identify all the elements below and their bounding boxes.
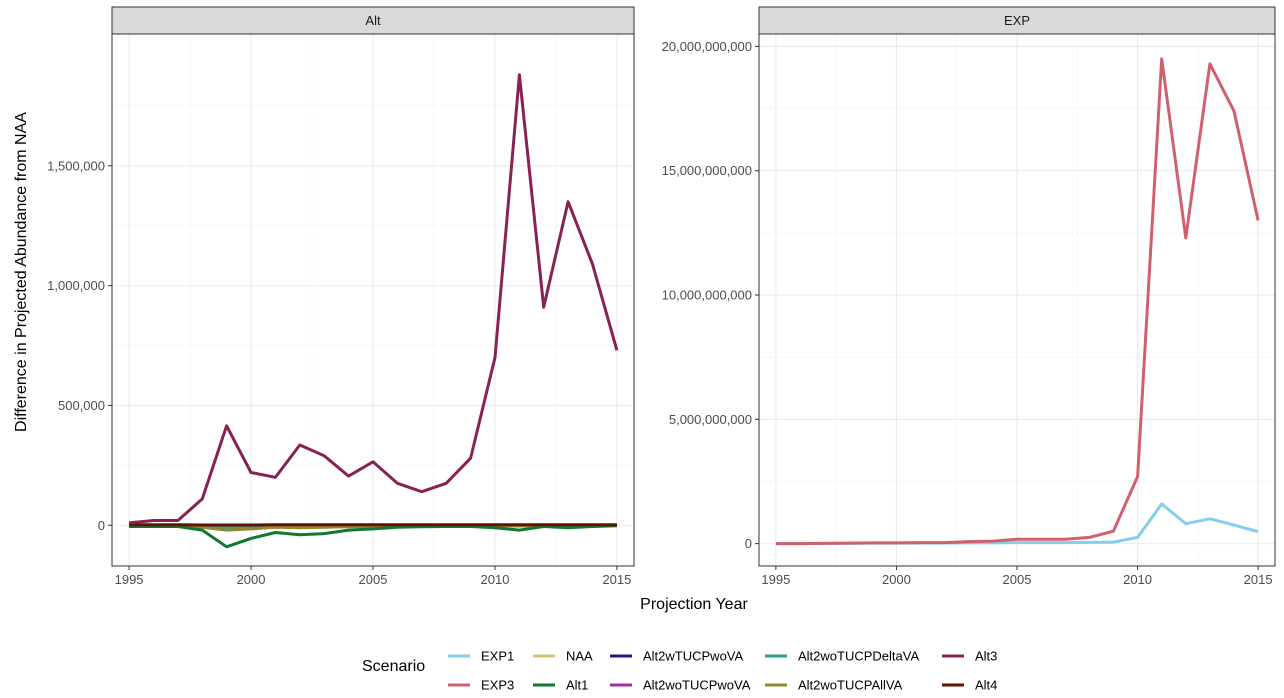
y-tick-label: 0: [98, 518, 105, 533]
panel-alt: Alt 1995 2000 2005 2010 2015 0 500,000 1,000,000…: [47, 6, 635, 587]
y-tick-label: 5,000,000,000: [669, 412, 752, 427]
x-axis-title: Projection Year: [640, 596, 748, 613]
legend-label: EXP3: [481, 678, 514, 693]
series-line-exp3: [775, 57, 1260, 546]
x-tick-label: 2010: [481, 572, 510, 587]
legend-title: Scenario: [362, 658, 425, 675]
x-tick-label: 2005: [1003, 572, 1032, 587]
y-tick-label: 20,000,000,000: [662, 39, 752, 54]
legend-item-exp3: EXP3: [448, 678, 514, 693]
legend-item-alt3: Alt3: [942, 649, 997, 664]
panel-strip-label: Alt: [365, 13, 381, 28]
legend-item-alt2wotucpallva: Alt2woTUCPAllVA: [765, 678, 903, 693]
gridlines: [759, 34, 1275, 566]
panel-strip: [111, 6, 635, 35]
series-line-alt3: [128, 73, 619, 525]
x-tick-label: 2015: [602, 572, 631, 587]
legend-item-alt2wotucpdeltava: Alt2woTUCPDeltaVA: [765, 649, 919, 664]
legend: EXP1 EXP3 NAA Alt1 Alt2wTUCPwoVA Alt2woTUCPwo…: [448, 649, 997, 693]
legend-label: Alt2woTUCPAllVA: [798, 678, 903, 693]
x-tick-label: 1995: [115, 572, 144, 587]
y-axis-title: Difference in Projected Abundance from N…: [13, 112, 30, 432]
x-tick-label: 2000: [237, 572, 266, 587]
y-tick-label: 0: [745, 536, 752, 551]
panel-exp: EXP 1995 2000 2005 2010 2015 0 5,000,000,000 10,…: [662, 6, 1276, 587]
legend-item-exp1: EXP1: [448, 649, 514, 664]
legend-label: NAA: [566, 649, 593, 664]
gridlines: [112, 34, 634, 566]
x-tick-label: 2005: [359, 572, 388, 587]
legend-label: Alt4: [975, 678, 997, 693]
x-tick-label: 2010: [1123, 572, 1152, 587]
series-line-alt1: [129, 524, 617, 549]
legend-label: Alt2wTUCPwoVA: [643, 649, 744, 664]
legend-item-alt2wotucpwova: Alt2woTUCPwoVA: [610, 678, 751, 693]
y-tick-label: 1,500,000: [47, 158, 105, 173]
legend-item-alt4: Alt4: [942, 678, 997, 693]
legend-label: Alt2woTUCPDeltaVA: [798, 649, 919, 664]
y-tick-label: 1,000,000: [47, 278, 105, 293]
legend-label: EXP1: [481, 649, 514, 664]
x-tick-label: 2000: [882, 572, 911, 587]
x-tick-label: 2015: [1244, 572, 1273, 587]
legend-item-alt2wtucpwova: Alt2wTUCPwoVA: [610, 649, 744, 664]
y-tick-label: 500,000: [58, 398, 105, 413]
axis-ticks: 1995 2000 2005 2010 2015 0 500,000 1,000,000 1,5…: [47, 158, 631, 587]
legend-item-alt1: Alt1: [533, 678, 588, 693]
series-lines: [128, 73, 619, 549]
y-tick-label: 10,000,000,000: [662, 288, 752, 303]
panel-strip: [758, 6, 1276, 35]
legend-label: Alt2woTUCPwoVA: [643, 678, 751, 693]
y-tick-label: 15,000,000,000: [662, 163, 752, 178]
legend-label: Alt3: [975, 649, 997, 664]
panel-strip-label: EXP: [1004, 13, 1030, 28]
x-tick-label: 1995: [761, 572, 790, 587]
legend-item-naa: NAA: [533, 649, 593, 664]
axis-ticks: 1995 2000 2005 2010 2015 0 5,000,000,000 10,000…: [662, 39, 1273, 587]
series-lines: [775, 57, 1260, 546]
legend-label: Alt1: [566, 678, 588, 693]
